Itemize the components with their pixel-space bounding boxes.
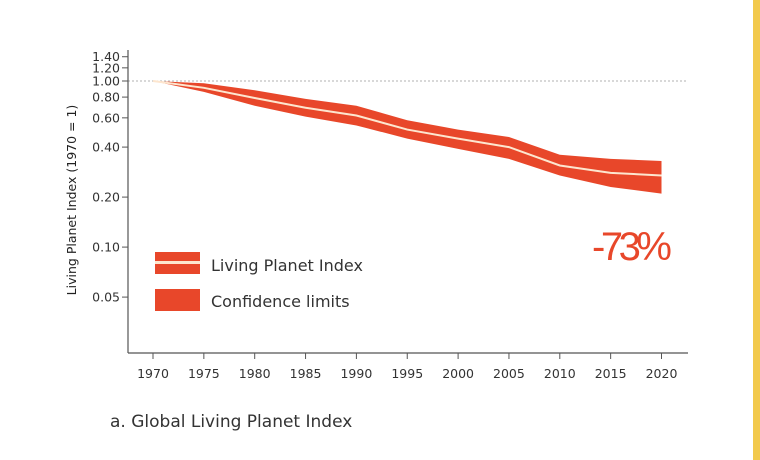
y-tick-label: 0.40 bbox=[92, 140, 120, 155]
x-tick-label: 1975 bbox=[188, 366, 220, 381]
x-tick-label: 1985 bbox=[290, 366, 322, 381]
y-tick-label: 0.80 bbox=[92, 90, 120, 105]
decline-annotation: -73% bbox=[592, 225, 672, 269]
x-tick-label: 2015 bbox=[595, 366, 627, 381]
confidence-band bbox=[153, 81, 662, 194]
lpi-line bbox=[152, 80, 662, 177]
legend-swatch-lpi-line bbox=[155, 261, 200, 264]
x-tick-label: 2000 bbox=[442, 366, 474, 381]
y-tick-label: 1.00 bbox=[92, 74, 120, 89]
x-tick-label: 1995 bbox=[391, 366, 423, 381]
legend-label-lpi: Living Planet Index bbox=[211, 256, 363, 275]
x-tick-label: 1980 bbox=[239, 366, 271, 381]
y-tick-label: 1.40 bbox=[92, 49, 120, 64]
y-tick-label: 1.20 bbox=[92, 60, 120, 75]
y-tick-label: 0.60 bbox=[92, 110, 120, 125]
y-tick-label: 0.05 bbox=[92, 290, 120, 305]
y-tick-label: 0.20 bbox=[92, 190, 120, 205]
x-tick-label: 1990 bbox=[340, 366, 372, 381]
y-tick-label: 0.10 bbox=[92, 240, 120, 255]
legend-swatch-confidence bbox=[155, 289, 200, 311]
x-tick-label: 1970 bbox=[137, 366, 169, 381]
y-axis-label: Living Planet Index (1970 = 1) bbox=[64, 105, 79, 296]
x-tick-label: 2020 bbox=[646, 366, 678, 381]
legend: Living Planet Index Confidence limits bbox=[155, 252, 363, 311]
chart-caption: a. Global Living Planet Index bbox=[110, 412, 352, 432]
x-tick-label: 2010 bbox=[544, 366, 576, 381]
accent-bar bbox=[753, 0, 760, 460]
x-tick-label: 2005 bbox=[493, 366, 525, 381]
legend-label-confidence: Confidence limits bbox=[211, 292, 350, 311]
